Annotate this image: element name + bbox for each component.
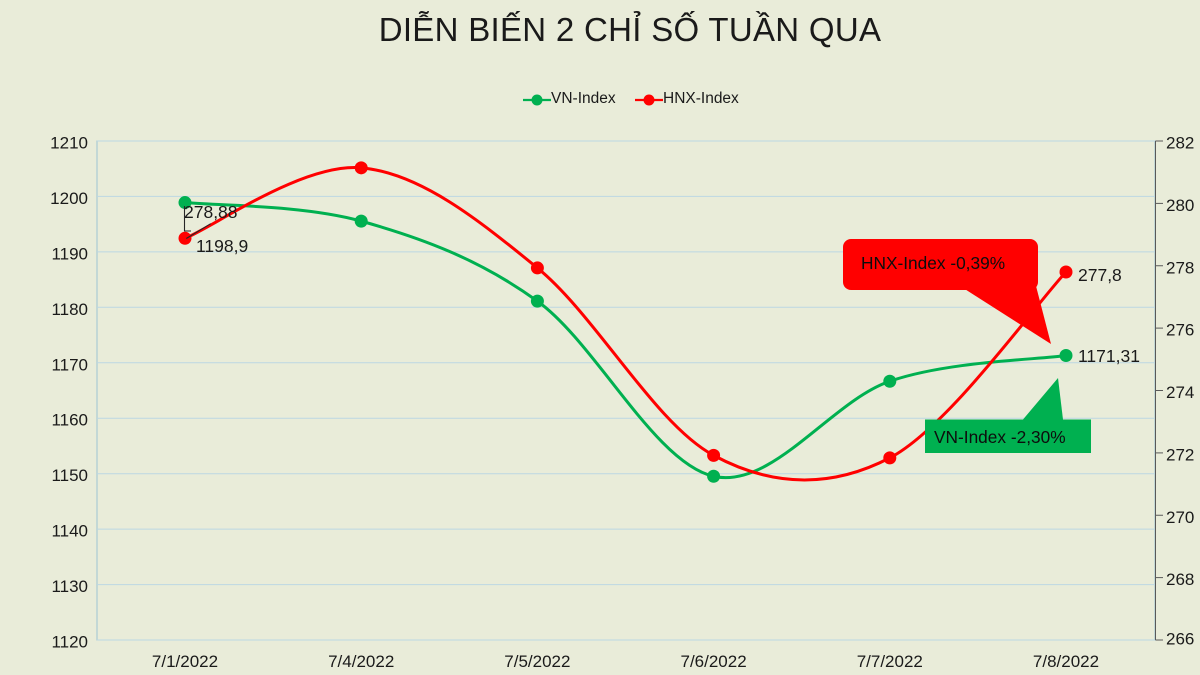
- svg-text:266: 266: [1166, 630, 1194, 649]
- svg-text:7/6/2022: 7/6/2022: [681, 652, 747, 671]
- svg-text:1180: 1180: [51, 300, 88, 319]
- svg-text:1150: 1150: [51, 466, 88, 485]
- svg-text:280: 280: [1166, 196, 1194, 215]
- svg-text:7/7/2022: 7/7/2022: [857, 652, 923, 671]
- svg-text:1200: 1200: [50, 189, 88, 208]
- svg-text:272: 272: [1166, 445, 1194, 464]
- svg-text:276: 276: [1166, 321, 1194, 340]
- svg-text:VN-Index -2,30%: VN-Index -2,30%: [934, 427, 1066, 447]
- svg-text:277,8: 277,8: [1078, 265, 1122, 285]
- svg-text:1130: 1130: [51, 577, 88, 596]
- svg-text:282: 282: [1166, 134, 1194, 153]
- svg-text:278: 278: [1166, 258, 1194, 277]
- svg-text:1190: 1190: [51, 244, 88, 263]
- svg-text:7/5/2022: 7/5/2022: [504, 652, 570, 671]
- svg-text:1170: 1170: [51, 355, 88, 374]
- svg-text:270: 270: [1166, 508, 1194, 527]
- svg-text:1198,9: 1198,9: [196, 236, 248, 256]
- svg-text:7/8/2022: 7/8/2022: [1033, 652, 1099, 671]
- svg-text:1140: 1140: [51, 522, 88, 541]
- svg-text:274: 274: [1166, 383, 1194, 402]
- svg-text:7/1/2022: 7/1/2022: [152, 652, 218, 671]
- svg-text:7/4/2022: 7/4/2022: [328, 652, 394, 671]
- svg-text:278,88: 278,88: [184, 202, 238, 222]
- svg-text:HNX-Index -0,39%: HNX-Index -0,39%: [861, 253, 1005, 273]
- svg-text:1210: 1210: [50, 134, 88, 153]
- svg-text:268: 268: [1166, 570, 1194, 589]
- svg-text:1120: 1120: [51, 633, 88, 652]
- svg-text:1160: 1160: [51, 411, 88, 430]
- svg-text:1171,31: 1171,31: [1078, 346, 1140, 366]
